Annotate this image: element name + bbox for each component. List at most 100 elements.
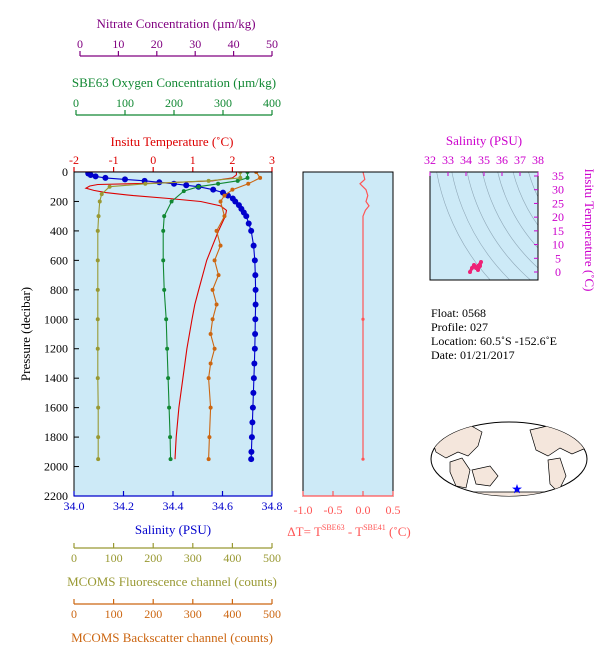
ts-temperature-tick-label: 0 bbox=[555, 265, 561, 279]
ts-temperature-tick-label: 20 bbox=[552, 210, 564, 224]
world-map bbox=[430, 421, 588, 497]
pressure-axis-tick-label: 400 bbox=[50, 224, 68, 238]
salinity-series-point bbox=[251, 360, 258, 367]
backscatter-series-point bbox=[208, 361, 213, 366]
oxygen-series-point bbox=[161, 228, 166, 233]
nitrate-axis-tick-label: 20 bbox=[151, 37, 163, 51]
fluorescence-series-point bbox=[143, 181, 148, 186]
oxygen-series-point bbox=[166, 376, 171, 381]
pressure-axis-tick-label: 1200 bbox=[44, 342, 68, 356]
nitrate-axis-tick-label: 50 bbox=[266, 37, 278, 51]
salinity-series-point bbox=[245, 220, 252, 227]
fluorescence-series-point bbox=[95, 258, 100, 263]
ts-temperature-tick-label: 25 bbox=[552, 196, 564, 210]
fluorescence-axis-tick-label: 500 bbox=[263, 551, 281, 565]
map-land-mass bbox=[449, 457, 471, 489]
fluorescence-axis-title: MCOMS Fluorescence channel (counts) bbox=[67, 574, 277, 589]
salinity-series-point bbox=[243, 213, 250, 220]
fluorescence-axis-tick-label: 300 bbox=[184, 551, 202, 565]
backscatter-series-point bbox=[208, 332, 213, 336]
pressure-axis-tick-label: 0 bbox=[62, 165, 68, 179]
fluorescence-series-point bbox=[95, 228, 100, 233]
oxygen-series-point bbox=[235, 178, 240, 183]
oxygen-series-point bbox=[169, 199, 174, 204]
pressure-axis-tick-label: 2000 bbox=[44, 460, 68, 474]
salinity-series-point bbox=[232, 198, 239, 205]
ts-salinity-title: Salinity (PSU) bbox=[446, 133, 522, 148]
ts-isopycnals bbox=[436, 172, 538, 280]
salinity-axis-tick-label: 34.6 bbox=[212, 499, 233, 513]
fluorescence-axis-tick-label: 0 bbox=[71, 551, 77, 565]
location: Location: 60.5˚S -152.6˚E bbox=[431, 334, 557, 348]
backscatter-axis-tick-label: 300 bbox=[184, 607, 202, 621]
delta-axis-title: ΔT= TSBE63 - TSBE41 (˚C) bbox=[287, 523, 410, 539]
oxygen-series-point bbox=[216, 181, 221, 186]
backscatter-series-point bbox=[206, 376, 211, 381]
backscatter-axis-title: MCOMS Backscatter channel (counts) bbox=[71, 630, 273, 645]
ts-temperature-tick-label: 30 bbox=[552, 183, 564, 197]
fluorescence-series-point bbox=[238, 175, 243, 180]
ts-temperature-title: Insitu Temperature (˚C) bbox=[582, 168, 597, 291]
pressure-axis-tick-label: 1600 bbox=[44, 401, 68, 415]
salinity-axis-title: Salinity (PSU) bbox=[135, 522, 211, 537]
oxygen-series-point bbox=[245, 175, 250, 180]
backscatter-axis-tick-label: 200 bbox=[144, 607, 162, 621]
fluorescence-axis-tick-label: 400 bbox=[223, 551, 241, 565]
pressure-axis-tick-label: 1800 bbox=[44, 430, 68, 444]
oxygen-series-point bbox=[165, 346, 170, 351]
oxygen-axis-tick-label: 200 bbox=[165, 96, 183, 110]
salinity-series-point bbox=[102, 174, 109, 181]
fluorescence-axis: 0 100 200 300 400 500 MCOMS Fluorescence chan… bbox=[67, 543, 281, 589]
salinity-axis-tick-label: 34.0 bbox=[64, 499, 85, 513]
ts-salinity-tick-label: 36 bbox=[496, 153, 508, 167]
backscatter-series-point bbox=[207, 435, 212, 440]
oxygen-axis-tick-label: 0 bbox=[73, 96, 79, 110]
salinity-series-point bbox=[252, 331, 259, 337]
map-land-mass bbox=[547, 457, 567, 493]
oxygen-series-point bbox=[167, 405, 172, 410]
backscatter-series-point bbox=[230, 187, 235, 192]
backscatter-axis-tick-label: 500 bbox=[263, 607, 281, 621]
ts-salinity-tick-label: 38 bbox=[532, 153, 544, 167]
oxygen-series-point bbox=[161, 258, 166, 263]
ts-data-point bbox=[476, 264, 480, 268]
main-plot-area bbox=[74, 172, 272, 496]
backscatter-series-point bbox=[246, 181, 251, 186]
fluorescence-series-point bbox=[96, 457, 101, 462]
delta-axis-tick-label: 0.5 bbox=[386, 503, 401, 517]
oxygen-axis-tick-label: 300 bbox=[214, 96, 232, 110]
ts-salinity-tick-label: 35 bbox=[478, 153, 490, 167]
fluorescence-series-point bbox=[95, 376, 100, 381]
backscatter-series-point bbox=[222, 214, 227, 219]
delta-title-prefix: ΔT= T bbox=[287, 524, 322, 539]
salinity-series-point bbox=[248, 456, 255, 463]
fluorescence-series-point bbox=[95, 317, 100, 322]
oxygen-series-point bbox=[164, 317, 169, 322]
salinity-series-point bbox=[248, 227, 255, 234]
nitrate-axis-title: Nitrate Concentration (µm/kg) bbox=[96, 16, 255, 31]
temperature-axis-tick-label: 1 bbox=[190, 153, 196, 167]
salinity-series-point bbox=[249, 404, 256, 411]
salinity-series-point bbox=[92, 173, 99, 180]
float-location-marker bbox=[512, 484, 522, 494]
pressure-axis-tick-label: 200 bbox=[50, 194, 68, 208]
salinity-series-point bbox=[250, 375, 257, 382]
salinity-series-point bbox=[156, 179, 163, 186]
salinity-series-point bbox=[252, 272, 259, 279]
nitrate-axis-tick-label: 40 bbox=[228, 37, 240, 51]
profile-series bbox=[84, 172, 263, 463]
fluorescence-series-point bbox=[96, 435, 101, 440]
salinity-series-point bbox=[87, 172, 94, 178]
oxygen-axis-tick-label: 400 bbox=[263, 96, 281, 110]
delta-plot-area bbox=[303, 172, 393, 496]
nitrate-axis: Nitrate Concentration (µm/kg) 0 10 20 30 40 5… bbox=[77, 16, 278, 57]
salinity-axis-tick-label: 34.4 bbox=[163, 499, 184, 513]
ts-temperature-tick-label: 35 bbox=[552, 169, 564, 183]
oxygen-axis-title: SBE63 Oxygen Concentration (µm/kg) bbox=[72, 75, 276, 90]
temperature-axis-tick-label: 0 bbox=[150, 153, 156, 167]
salinity-series-point bbox=[251, 345, 258, 352]
salinity-series-point bbox=[251, 257, 258, 264]
date: Date: 01/21/2017 bbox=[431, 348, 515, 362]
ts-data-point bbox=[476, 268, 480, 272]
